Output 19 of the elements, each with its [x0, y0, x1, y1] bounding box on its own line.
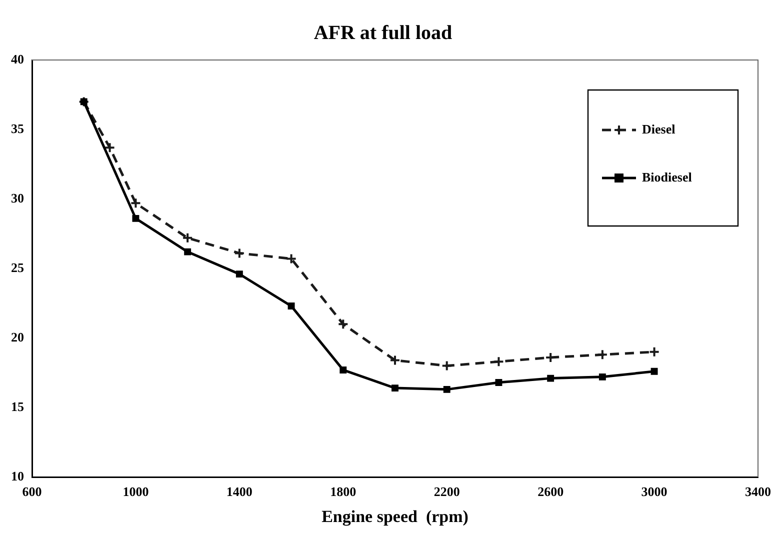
y-tick-label: 20: [11, 329, 24, 344]
x-tick-label: 2200: [434, 484, 460, 500]
legend-label: Biodiesel: [642, 169, 692, 184]
y-tick-label: 40: [11, 51, 24, 66]
x-tick-label: 1000: [122, 484, 149, 500]
y-tick-label: 15: [11, 398, 24, 414]
legend-label: Diesel: [642, 121, 676, 136]
x-tick-label: 3400: [745, 484, 771, 500]
x-tick-label: 600: [22, 484, 42, 500]
x-tick-label: 1800: [330, 484, 356, 500]
chart-title: AFR at full load: [314, 22, 452, 44]
x-tick-label: 3000: [641, 484, 668, 500]
x-axis-title: Engine speed (rpm): [322, 507, 468, 526]
y-tick-label: 30: [11, 190, 24, 206]
x-tick-label: 1400: [226, 484, 252, 500]
y-tick-label: 25: [11, 260, 24, 275]
y-tick-label: 10: [11, 468, 24, 484]
y-tick-label: 35: [11, 120, 24, 136]
x-tick-label: 2600: [538, 484, 564, 500]
